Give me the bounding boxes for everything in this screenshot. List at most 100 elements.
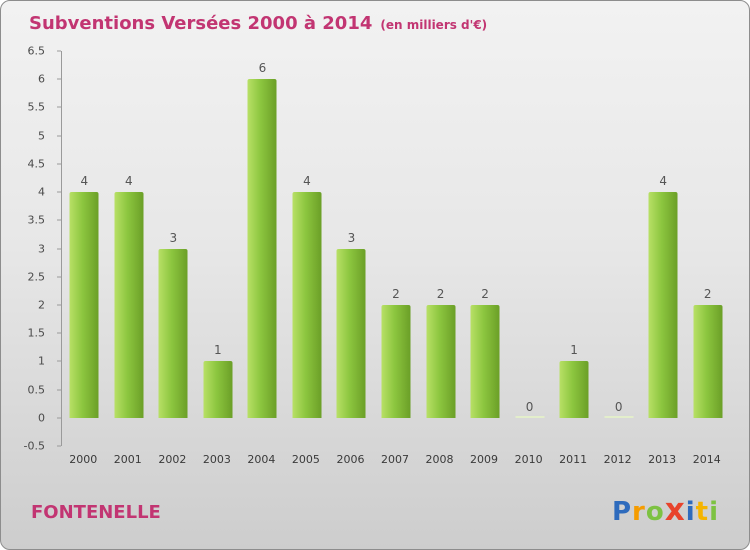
y-tick-mark [57,360,61,362]
bar-slot: 6 [240,51,285,446]
bar-value-label: 0 [614,399,623,414]
bar [69,192,99,418]
y-tick-mark [57,78,61,80]
bar-slot: 0 [507,51,552,446]
bar-value-label: 2 [703,286,712,301]
y-tick-label: 2 [38,298,45,312]
bar-slot: 1 [552,51,597,446]
bar [203,361,233,418]
bar-slot: 4 [641,51,686,446]
x-tick-label: 2004 [247,453,276,466]
bar [336,248,366,418]
y-tick-mark [57,276,61,278]
logo-letter: o [645,497,665,527]
x-tick-label: 2008 [425,453,454,466]
y-tick-mark [57,219,61,221]
x-tick-label: 2007 [380,453,409,466]
x-tick-label: 2011 [559,453,588,466]
bar-slot: 2 [418,51,463,446]
x-axis-labels: 2000 2001 2002 2003 2004 2005 2006 2007 2008 2009… [61,453,729,466]
y-tick-label: 1 [38,354,45,368]
y-tick-mark [57,106,61,108]
bar-slot: 4 [62,51,107,446]
bar [426,304,456,418]
bar-value-label: 1 [570,343,578,358]
y-tick-mark [57,445,61,447]
bar [381,304,411,418]
bar [114,192,144,418]
y-tick-mark [57,248,61,249]
bar [693,304,723,418]
y-tick-label: 2.5 [27,270,46,284]
chart-title: Subventions Versées 2000 à 2014 [29,13,373,34]
chart-header: Subventions Versées 2000 à 2014 (en milli… [29,13,487,34]
x-tick-label: 2014 [692,453,721,466]
x-tick-label: 2005 [291,453,320,466]
bar-value-label: 0 [525,399,534,414]
y-tick-label: 0.5 [27,383,46,397]
x-tick-label: 2006 [336,453,365,466]
footer-company-name: FONTENELLE [31,502,161,523]
y-tick-label: 0 [38,411,45,425]
logo-letter: P [611,497,633,527]
bar-value-label: 4 [659,174,667,189]
y-tick-mark [57,389,61,391]
bar-slot: 3 [151,51,196,446]
bar-value-label: 4 [303,174,311,189]
plot-area: 4 4 3 1 6 4 3 2 2 2 0 1 0 4 2 [61,51,730,446]
logo-letter: i [709,497,719,527]
x-tick-label: 2013 [648,453,677,466]
bar-slot: 2 [685,51,730,446]
y-tick-label: 3.5 [27,213,46,227]
bar-slot: 4 [285,51,330,446]
x-tick-label: 2001 [113,453,142,466]
logo-letter: t [695,497,710,527]
x-tick-label: 2003 [202,453,231,466]
bar-slot: 2 [463,51,508,446]
y-axis-labels: 6.5 6 5.5 5 4.5 4 3.5 3 2.5 2 1.5 1 0.5 0 -0.5 [1,45,61,453]
y-tick-mark [57,191,61,193]
bar-slot: 4 [107,51,152,446]
bar-slot: 3 [329,51,374,446]
y-tick-mark [57,135,61,137]
y-tick-mark [57,163,61,165]
y-tick-label: 6.5 [27,44,46,58]
bar-value-label: 3 [169,230,178,245]
y-tick-mark [57,332,61,334]
logo-letter: r [632,497,646,527]
y-tick-label: 5 [38,129,45,143]
logo-letter: x [664,492,686,528]
bar-value-label: 1 [214,343,222,358]
bars: 4 4 3 1 6 4 3 2 2 2 0 1 0 4 2 [62,51,730,446]
bar-value-label: 4 [124,174,133,189]
bar-value-label: 2 [436,286,445,301]
bar-value-label: 3 [347,230,356,245]
bar [158,248,188,418]
bar [559,361,589,418]
bar [470,304,500,418]
y-tick-label: 5.5 [27,100,46,114]
x-tick-label: 2009 [470,453,499,466]
y-tick-mark [57,50,61,52]
y-tick-mark [57,417,61,419]
y-tick-label: 3 [38,242,45,255]
bar-slot: 2 [374,51,419,446]
y-tick-label: 6 [38,72,45,86]
x-tick-label: 2002 [158,453,187,466]
proxiti-logo[interactable]: Proxiti [611,492,719,528]
y-tick-label: -0.5 [23,439,45,453]
logo-letter: i [685,497,696,527]
bar [648,192,678,418]
y-tick-label: 4 [38,185,45,199]
bar [515,415,545,418]
x-tick-label: 2012 [603,453,632,466]
bar-value-label: 2 [481,286,489,301]
y-tick-label: 4.5 [27,157,46,171]
bar-value-label: 6 [258,61,267,76]
y-tick-label: 1.5 [27,326,46,340]
bar-value-label: 4 [80,174,89,189]
x-tick-label: 2000 [69,453,98,466]
bar-value-label: 2 [392,286,400,301]
x-tick-label: 2010 [514,453,543,466]
